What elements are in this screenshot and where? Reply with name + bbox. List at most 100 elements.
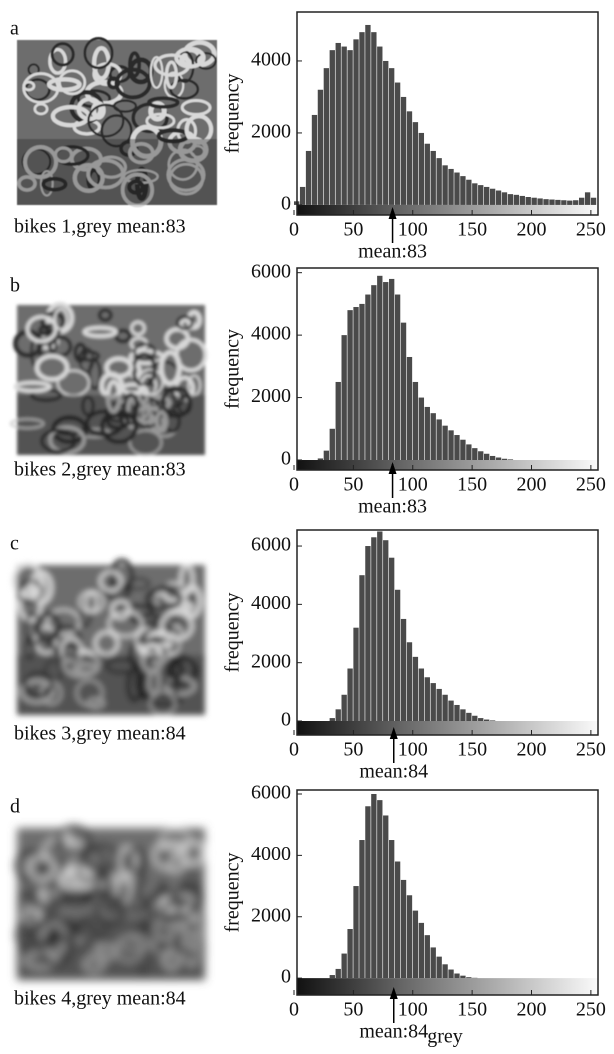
histogram-bar xyxy=(365,295,370,460)
histogram-bar xyxy=(318,458,323,460)
y-tick-label: 4000 xyxy=(251,323,291,345)
histogram-bar xyxy=(437,158,442,205)
histogram-bar xyxy=(383,282,388,460)
caption: bikes 4,grey mean:84 xyxy=(14,988,186,1010)
y-axis-label: frequency xyxy=(222,74,244,154)
histogram-bar xyxy=(502,459,507,460)
x-tick-label: 200 xyxy=(517,474,547,496)
histogram-bar xyxy=(371,285,376,460)
histogram-bar xyxy=(377,531,382,721)
histogram-bar xyxy=(508,459,513,460)
histogram-bar xyxy=(413,122,418,205)
histogram-bar xyxy=(395,295,400,460)
histogram-bar xyxy=(585,192,590,205)
histogram-bar xyxy=(401,323,406,460)
histogram-bar xyxy=(347,929,352,978)
histogram-bar xyxy=(431,151,436,205)
caption: bikes 1,grey mean:83 xyxy=(14,216,186,238)
panel-label: a xyxy=(10,18,19,40)
y-tick-label: 2000 xyxy=(251,121,291,143)
histogram-bar xyxy=(442,165,447,205)
x-tick-label: 150 xyxy=(457,739,487,761)
x-tick-label: 0 xyxy=(289,474,299,496)
y-axis-label: frequency xyxy=(222,329,244,409)
y-tick-label: 0 xyxy=(281,966,291,988)
y-tick-label: 6000 xyxy=(251,260,291,282)
caption: bikes 2,grey mean:83 xyxy=(14,459,186,481)
x-tick-label: 50 xyxy=(343,999,363,1021)
mean-label: mean:83 xyxy=(358,241,427,263)
histogram-bar xyxy=(365,25,370,205)
histogram-bar xyxy=(419,398,424,460)
y-tick-label: 4000 xyxy=(251,843,291,865)
histogram-bar xyxy=(407,357,412,460)
photo-shade xyxy=(17,139,217,205)
photo-shade xyxy=(17,919,205,980)
histogram-bar xyxy=(442,695,447,721)
histogram-bar xyxy=(395,590,400,721)
histogram-bar xyxy=(330,429,335,460)
histogram-bar xyxy=(413,911,418,979)
grey-strip xyxy=(297,460,598,470)
x-tick-label: 150 xyxy=(457,219,487,241)
x-tick-label: 250 xyxy=(576,219,606,241)
histogram-bar xyxy=(591,198,596,205)
histogram-bar xyxy=(425,677,430,721)
mean-label: mean:83 xyxy=(358,496,427,518)
histogram-bar xyxy=(419,133,424,205)
histogram-bar xyxy=(383,61,388,205)
histogram-bar xyxy=(336,43,341,205)
y-tick-label: 0 xyxy=(281,709,291,731)
histogram-bar xyxy=(437,689,442,721)
histogram-bar xyxy=(514,195,519,205)
grey-strip xyxy=(297,205,598,215)
histogram-bar xyxy=(454,173,459,205)
histogram-bar xyxy=(478,185,483,205)
histogram-bar xyxy=(454,974,459,979)
histogram-bar xyxy=(407,642,412,721)
histogram-bar xyxy=(567,201,572,205)
histogram-bar xyxy=(359,32,364,205)
histogram-bar xyxy=(353,307,358,460)
histogram-bar xyxy=(466,713,471,721)
x-tick-label: 200 xyxy=(517,219,547,241)
photo xyxy=(14,561,205,715)
histogram-bar xyxy=(496,458,501,460)
histogram-bar xyxy=(472,183,477,205)
histogram-bar xyxy=(425,407,430,460)
histogram-bar xyxy=(549,200,554,205)
histogram-bar xyxy=(484,454,489,460)
y-tick-label: 4000 xyxy=(251,49,291,71)
histogram-bar xyxy=(318,90,323,205)
histogram-bar xyxy=(347,310,352,460)
histogram-bar xyxy=(377,276,382,460)
y-tick-label: 4000 xyxy=(251,592,291,614)
histogram-bar xyxy=(526,197,531,205)
x-tick-label: 100 xyxy=(398,999,428,1021)
histogram-bar xyxy=(460,976,465,978)
y-tick-label: 0 xyxy=(281,193,291,215)
histogram-bar xyxy=(342,954,347,979)
histogram-bar xyxy=(407,895,412,978)
x-tick-label: 250 xyxy=(576,474,606,496)
y-tick-label: 6000 xyxy=(251,782,291,804)
caption: bikes 3,grey mean:84 xyxy=(14,723,186,745)
histogram-bar xyxy=(425,935,430,978)
histogram-bar xyxy=(448,701,453,721)
y-tick-label: 2000 xyxy=(251,904,291,926)
histogram-bar xyxy=(431,413,436,460)
mean-label: mean:84 xyxy=(359,761,428,783)
histogram-bar xyxy=(431,683,436,721)
panel-label: b xyxy=(10,275,20,297)
histogram-bar xyxy=(365,546,370,721)
histogram-bar xyxy=(490,720,495,721)
y-axis-label: frequency xyxy=(222,853,244,933)
histogram-bar xyxy=(353,628,358,721)
y-axis-label: frequency xyxy=(222,593,244,673)
histogram-bar xyxy=(401,619,406,721)
histogram-bar xyxy=(437,957,442,978)
histogram-bar xyxy=(561,200,566,205)
histogram-bar xyxy=(359,575,364,721)
photo-shade xyxy=(17,655,205,715)
